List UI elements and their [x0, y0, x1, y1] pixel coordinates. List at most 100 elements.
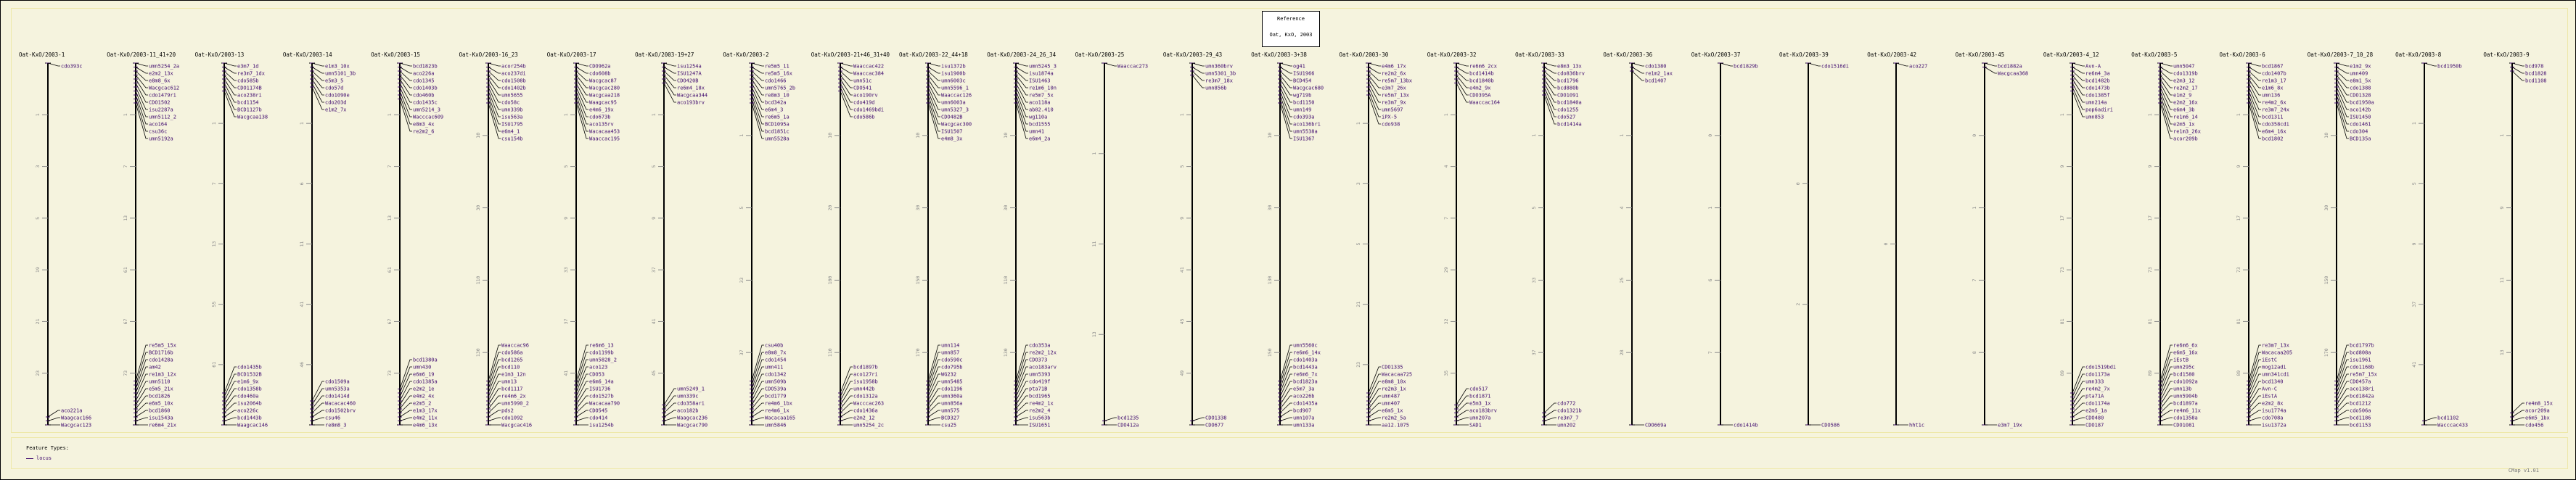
locus-label[interactable]: umn202 — [1557, 423, 1575, 429]
map-column[interactable]: Oat-KxO/2003-16_23 10 30 110 130 acor254b aco2… — [459, 51, 546, 429]
locus-label[interactable]: cdo938 — [1382, 122, 1400, 128]
locus-label[interactable]: isu1254a — [677, 64, 702, 70]
locus-label[interactable]: umn5112_2 — [149, 115, 176, 120]
locus-label[interactable]: ISU1247A — [677, 71, 702, 77]
locus-label[interactable]: re6m5_1a — [765, 115, 789, 120]
locus-label[interactable]: cdo1388 — [2350, 86, 2371, 91]
map-column[interactable]: Oat-KxO/2003-14 1 6 11 41 46 e1m3_10x umn5101_3… — [283, 51, 370, 429]
locus-label[interactable]: cdo358cdi — [2262, 122, 2289, 128]
locus-label[interactable]: bcd1102 — [2437, 415, 2459, 421]
locus-label[interactable]: umn5353a — [325, 386, 350, 392]
locus-label[interactable]: e4m8_3x — [941, 136, 963, 142]
locus-label[interactable]: SAD1 — [1469, 423, 1482, 429]
locus-label[interactable]: cdo1502brv — [325, 408, 356, 414]
locus-label[interactable]: cdo836brv — [1557, 71, 1585, 77]
locus-label[interactable]: umn407 — [1382, 401, 1400, 407]
locus-label[interactable]: bcd1796 — [1557, 78, 1579, 84]
locus-label[interactable]: cdo393a — [1293, 115, 1315, 120]
locus-label[interactable]: e3m7_19x — [1998, 423, 2022, 429]
locus-label[interactable]: e4m2_4x — [413, 394, 435, 400]
locus-label[interactable]: csu25 — [941, 423, 956, 429]
map-column[interactable]: Oat-KxO/2003-3+38 10 30 130 150 og41 ISU1966 BC… — [1251, 51, 1338, 429]
locus-label[interactable]: Wacacaa205 — [2262, 350, 2292, 356]
locus-label[interactable]: Wacacaa725 — [1382, 372, 1412, 378]
map-column[interactable]: Oat-KxO/2003-6 1 9 17 73 81 89 bcd1867 cdo1407b r… — [2220, 51, 2307, 429]
locus-label[interactable]: cdo1358a — [2173, 415, 2198, 421]
locus-label[interactable]: isu563a — [501, 115, 523, 120]
locus-label[interactable]: cdo358ari — [677, 401, 705, 407]
locus-label[interactable]: re3m7_1dx — [237, 71, 265, 77]
locus-label[interactable]: bcd880b — [1557, 86, 1579, 91]
locus-label[interactable]: re4m6_1bx — [765, 401, 792, 407]
locus-label[interactable]: bcd1580 — [2173, 372, 2195, 378]
locus-label[interactable]: cdo1345 — [413, 78, 435, 84]
locus-label[interactable]: Wacgcac123 — [61, 423, 91, 429]
locus-label[interactable]: bcd1779 — [765, 394, 787, 400]
locus-label[interactable]: umn41 — [1029, 129, 1044, 135]
locus-label[interactable]: iEstB — [2173, 357, 2189, 363]
locus-label[interactable]: iPX-5 — [1382, 115, 1397, 120]
locus-label[interactable]: e6m4_3 — [765, 107, 783, 113]
locus-label[interactable]: cdo1385a — [413, 379, 438, 385]
locus-label[interactable]: CDO677 — [1205, 423, 1223, 429]
locus-label[interactable]: cdo708a — [2262, 415, 2284, 421]
locus-label[interactable]: bcd1823a — [1293, 379, 1318, 385]
map-title[interactable]: Oat-KxO/2003-42 — [1867, 51, 1917, 58]
locus-label[interactable]: CDO1174B — [237, 86, 262, 91]
locus-label[interactable]: bcd1851c — [765, 129, 789, 135]
locus-label[interactable]: ISU1651 — [1029, 423, 1051, 429]
locus-label[interactable]: e1m6_8x — [2262, 86, 2284, 91]
map-title[interactable]: Oat-KxO/2003-32 — [1427, 51, 1477, 58]
locus-label[interactable]: umn5214_3 — [413, 107, 440, 113]
locus-label[interactable]: re3m7_24x — [2262, 107, 2289, 113]
locus-label[interactable]: cdo608b — [589, 71, 611, 77]
locus-label[interactable]: BCD135a — [2350, 136, 2371, 142]
locus-label[interactable]: re4m6_1x — [765, 408, 789, 414]
locus-label[interactable]: bcd1150 — [1293, 100, 1315, 106]
map-column[interactable]: Oat-KxO/2003-21+46_31+40 10 20 100 110 Waacca… — [811, 51, 898, 429]
locus-label[interactable]: umn136 — [2262, 93, 2280, 99]
locus-label[interactable]: re5m5_15x — [149, 343, 176, 349]
map-title[interactable]: Oat-KxO/2003-37 — [1691, 51, 1741, 58]
map-title[interactable]: Oat-KxO/2003-21+46_31+40 — [811, 51, 890, 58]
map-title[interactable]: Oat-KxO/2003-17 — [546, 51, 596, 58]
locus-label[interactable]: csu154b — [501, 136, 523, 142]
locus-label[interactable]: umn509b — [765, 379, 787, 385]
locus-label[interactable]: cdo1402b — [501, 86, 526, 91]
locus-label[interactable]: cdo1342 — [765, 372, 787, 378]
locus-label[interactable]: e6m5_1bx — [2525, 415, 2550, 421]
locus-label[interactable]: e2m2_16x — [2173, 100, 2198, 106]
locus-label[interactable]: re6m6_13 — [589, 343, 614, 349]
locus-label[interactable]: Wacacaa165 — [765, 415, 795, 421]
locus-label[interactable]: CDO541 — [853, 86, 871, 91]
locus-label[interactable]: ISU1507 — [941, 129, 963, 135]
locus-label[interactable]: aco123 — [589, 365, 607, 371]
locus-label[interactable]: re1m3_17 — [2262, 78, 2286, 84]
locus-label[interactable]: bcd1265 — [501, 357, 523, 363]
locus-label[interactable]: bcd1482b — [2085, 78, 2110, 84]
locus-label[interactable]: umn341cdi — [2262, 372, 2289, 378]
locus-label[interactable]: re5m7_13bx — [1382, 78, 1412, 84]
locus-label[interactable]: cdo1508b — [501, 78, 526, 84]
locus-label[interactable]: re2m2_4 — [1029, 408, 1051, 414]
locus-label[interactable]: cdo460b — [413, 93, 435, 99]
locus-label[interactable]: cdo1435a — [1293, 401, 1318, 407]
locus-label[interactable]: umn333 — [2085, 379, 2104, 385]
map-column[interactable]: Oat-KxO/2003-17 1 5 9 33 37 41 CDO962a cdo608b Wa… — [547, 51, 634, 429]
locus-label[interactable]: umn442b — [853, 386, 875, 392]
locus-label[interactable]: isu2064b — [237, 401, 262, 407]
locus-label[interactable]: cdo1168b — [2350, 365, 2374, 371]
locus-label[interactable]: e1m6_9x — [237, 379, 259, 385]
locus-label[interactable]: umn13 — [501, 379, 517, 385]
locus-label[interactable]: bcd1840a — [1557, 100, 1582, 106]
locus-label[interactable]: isu1874a — [1029, 71, 1054, 77]
locus-label[interactable]: pta71A — [2085, 394, 2104, 400]
locus-label[interactable]: bcd1871 — [1469, 394, 1491, 400]
locus-label[interactable]: e5m5_21x — [149, 386, 173, 392]
locus-label[interactable]: e6m6_14a — [589, 379, 614, 385]
locus-label[interactable]: re1m6_14 — [2173, 115, 2198, 120]
map-column[interactable]: Oat-KxO/2003-39 0 2 cdo1516di CDO586 — [1779, 51, 1866, 429]
locus-label[interactable]: umn5697 — [1382, 107, 1403, 113]
locus-label[interactable]: umn133a — [1293, 423, 1315, 429]
map-column[interactable]: Oat-KxO/2003-7_10_28 10 30 150 170 e1m2_9x umn… — [2308, 51, 2395, 429]
